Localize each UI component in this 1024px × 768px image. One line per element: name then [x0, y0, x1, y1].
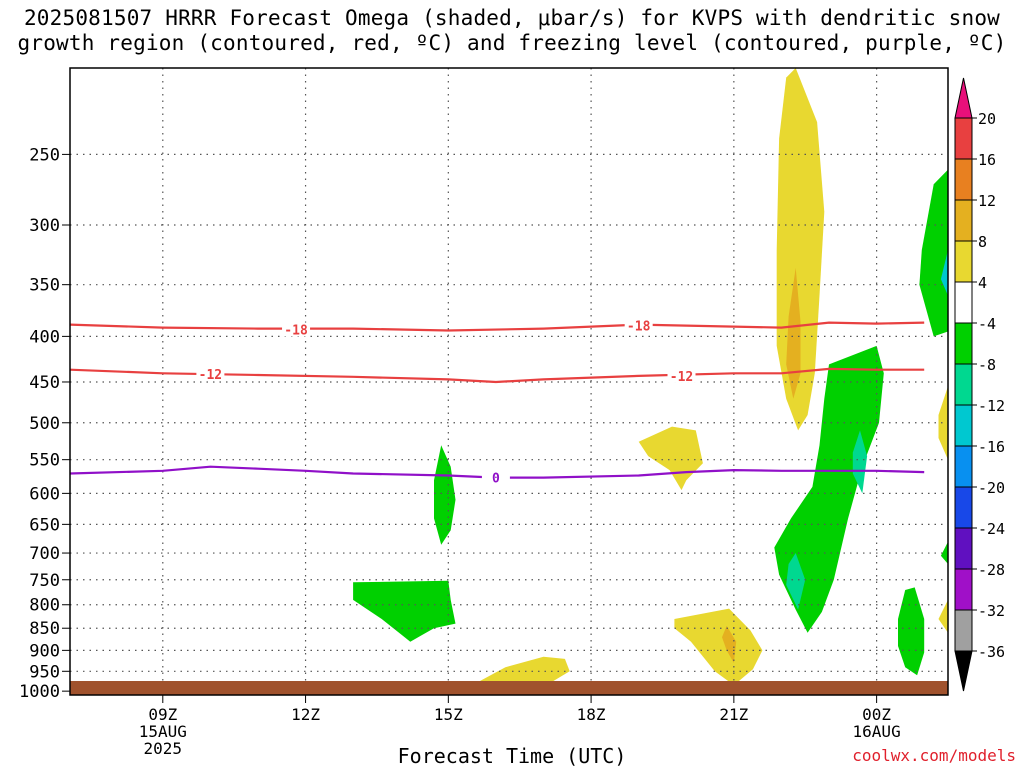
- contour-label-bg: [481, 470, 510, 485]
- omega-region-5: [638, 426, 703, 491]
- omega-region-2: [774, 345, 884, 633]
- x-tick-label: 09Z: [148, 705, 177, 724]
- colorbar-band: [954, 609, 973, 652]
- colorbar-tick-label: 12: [978, 192, 996, 210]
- y-tick-label: 300: [29, 216, 60, 236]
- colorbar-tick-label: -24: [978, 520, 1005, 538]
- x-axis-label: Forecast Time (UTC): [397, 744, 627, 768]
- y-tick-label: 650: [29, 515, 60, 535]
- colorbar-band: [954, 117, 973, 160]
- y-tick-label: 350: [29, 276, 60, 296]
- colorbar-tick-label: -12: [978, 397, 1005, 415]
- contour-label-bg: [282, 322, 311, 337]
- colorbar-band: [954, 199, 973, 242]
- omega-region-6: [434, 445, 456, 545]
- y-tick-label: 850: [29, 619, 60, 639]
- colorbar-band: [954, 527, 973, 570]
- y-tick-label: 550: [29, 451, 60, 471]
- grid-lines: [70, 68, 948, 695]
- omega-region-14: [938, 386, 948, 460]
- colorbar-tick-label: -16: [978, 438, 1005, 456]
- title-line-1: 2025081507 HRRR Forecast Omega (shaded, …: [23, 6, 1001, 30]
- contour-label: -12: [199, 368, 222, 383]
- omega-shaded-regions: [353, 68, 948, 694]
- y-tick-label: 900: [29, 641, 60, 661]
- contour-label-bg: [624, 318, 653, 333]
- contour-label-bg: [667, 368, 696, 383]
- ground-strip: [70, 681, 948, 695]
- colorbar-tick-label: -32: [978, 602, 1005, 620]
- contour-label: -18: [627, 320, 651, 335]
- omega-region-16: [938, 599, 948, 633]
- colorbar-tick-label: -36: [978, 643, 1005, 661]
- omega-region-9: [674, 608, 763, 686]
- colorbar: 20 16 12 8 4 -4 -8 -12 -16 -20 -24 -28 -32 -36: [954, 77, 1005, 692]
- contour-lines: -18 -18 -12 -12 0: [69, 318, 925, 487]
- colorbar-band: [954, 322, 973, 365]
- contour--18: [69, 321, 925, 332]
- y-tick-label: 450: [29, 373, 60, 393]
- y-tick-label: 950: [29, 662, 60, 682]
- colorbar-top-arrow: [954, 77, 973, 119]
- colorbar-bottom-arrow: [954, 650, 973, 692]
- omega-region-7: [353, 580, 456, 642]
- colorbar-tick-label: 16: [978, 151, 996, 169]
- y-axis-ticks: 2503003504004505005506006507007508008509…: [19, 145, 70, 702]
- y-tick-label: 700: [29, 544, 60, 564]
- y-tick-label: 500: [29, 414, 60, 434]
- omega-region-3: [852, 430, 868, 494]
- x-tick-label: 15Z: [434, 705, 463, 724]
- y-tick-label: 1000: [19, 682, 60, 702]
- y-tick-label: 600: [29, 484, 60, 504]
- omega-region-15: [940, 541, 948, 564]
- colorbar-tick-label: -28: [978, 561, 1005, 579]
- x-tick-label: 15AUG: [139, 722, 187, 741]
- colorbar-band: [954, 568, 973, 611]
- omega-region-4: [786, 553, 806, 610]
- x-tick-label: 2025: [144, 739, 183, 758]
- contour-label: 0: [492, 472, 500, 487]
- contour-label: -12: [670, 370, 693, 385]
- x-tick-label: 18Z: [577, 705, 606, 724]
- colorbar-tick-label: 4: [978, 274, 987, 292]
- contour-0: [69, 465, 925, 479]
- colorbar-band: [954, 363, 973, 406]
- chart-title: 2025081507 HRRR Forecast Omega (shaded, …: [0, 6, 1024, 56]
- colorbar-band: [954, 445, 973, 488]
- y-tick-label: 800: [29, 596, 60, 616]
- colorbar-tick-label: 20: [978, 110, 996, 128]
- credit-link[interactable]: coolwx.com/models: [852, 746, 1016, 765]
- colorbar-tick-label: -8: [978, 356, 996, 374]
- x-tick-label: 16AUG: [853, 722, 901, 741]
- omega-region-13: [940, 250, 948, 296]
- colorbar-band: [954, 158, 973, 201]
- omega-region-11: [898, 587, 925, 676]
- omega-region-0: [776, 68, 825, 431]
- colorbar-tick-label: -20: [978, 479, 1005, 497]
- colorbar-band: [954, 486, 973, 529]
- contour-label: -18: [284, 324, 308, 339]
- omega-region-10: [722, 625, 737, 663]
- colorbar-band: [954, 240, 973, 283]
- y-tick-label: 400: [29, 327, 60, 347]
- y-tick-label: 750: [29, 571, 60, 591]
- colorbar-tick-label: 8: [978, 233, 987, 251]
- x-tick-label: 00Z: [862, 705, 891, 724]
- colorbar-band: [954, 404, 973, 447]
- y-tick-label: 250: [29, 145, 60, 165]
- omega-region-1: [786, 267, 801, 399]
- omega-region-12: [919, 169, 948, 337]
- contour-label-bg: [196, 367, 225, 382]
- colorbar-tick-label: -4: [978, 315, 996, 333]
- title-line-2: growth region (contoured, red, ºC) and f…: [17, 31, 1007, 55]
- x-tick-label: 12Z: [291, 705, 320, 724]
- x-tick-label: 21Z: [719, 705, 748, 724]
- colorbar-band: [954, 281, 973, 324]
- contour--12: [69, 367, 925, 384]
